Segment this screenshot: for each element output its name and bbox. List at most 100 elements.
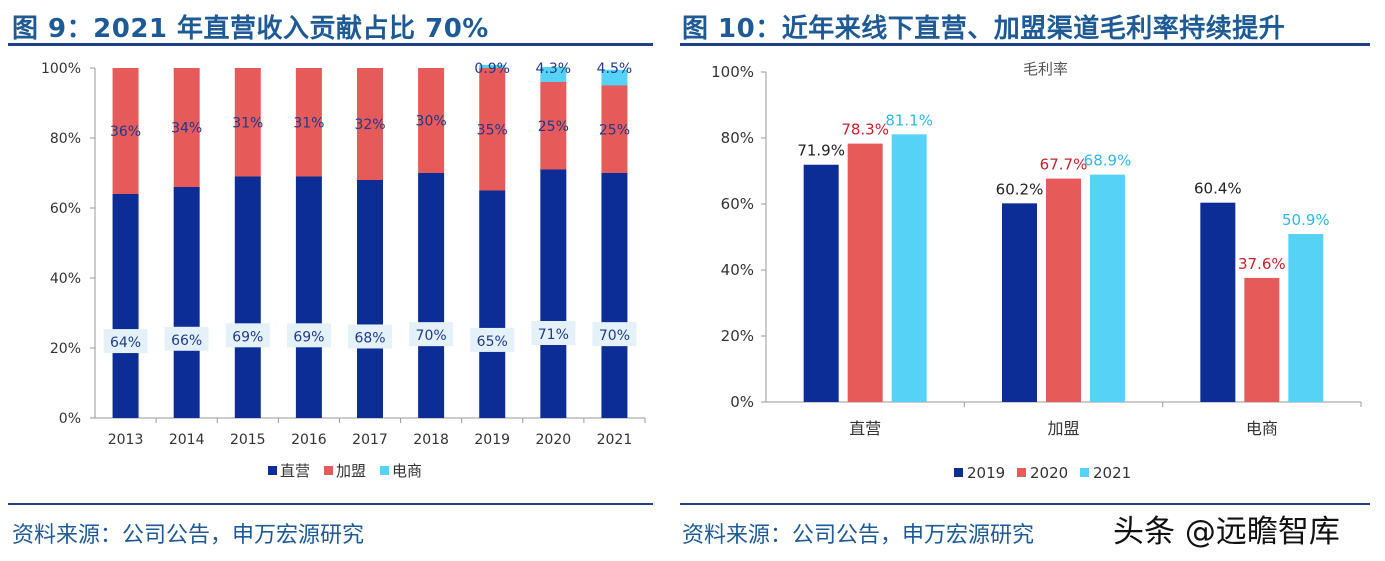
bar-2019-电商 xyxy=(1200,202,1236,402)
legend-label-2021: 2021 xyxy=(1093,464,1131,482)
bar-direct-2018 xyxy=(418,173,445,418)
bar-direct-2015 xyxy=(234,176,261,418)
legend-label-2020: 2020 xyxy=(1030,464,1068,482)
legend-swatch-1 xyxy=(324,466,333,475)
data-label-direct: 69% xyxy=(293,329,324,345)
y-tick-label: 60% xyxy=(50,201,81,217)
bar-ecommerce-2019 xyxy=(479,64,506,68)
data-label-franchise: 31% xyxy=(232,115,263,131)
data-label-bg xyxy=(103,329,148,354)
bar-direct-2020 xyxy=(540,169,567,418)
data-label-franchise: 25% xyxy=(599,122,630,138)
x-tick-label: 2021 xyxy=(597,432,633,448)
bar-franchise-2014 xyxy=(173,68,200,187)
bar-2020-电商 xyxy=(1244,277,1280,402)
data-label-direct: 70% xyxy=(599,328,630,344)
data-label-2019: 60.4% xyxy=(1194,180,1242,198)
watermark: 头条 @远瞻智库 xyxy=(1113,514,1340,550)
x-tick-label: 加盟 xyxy=(1047,419,1079,438)
right-figure-panel: 图 10：近年来线下直营、加盟渠道毛利率持续提升 毛利率 0% 20% 40% 60% 8… xyxy=(676,0,1385,561)
bar-direct-2017 xyxy=(357,180,383,418)
y-tick-label: 0% xyxy=(59,411,81,427)
data-label-2019: 60.2% xyxy=(996,180,1044,198)
data-label-ecommerce: 4.3% xyxy=(536,61,572,77)
y-tick-label: 40% xyxy=(721,261,754,279)
data-label-direct: 70% xyxy=(416,328,447,344)
data-label-2019: 71.9% xyxy=(797,142,845,160)
data-label-direct: 71% xyxy=(538,327,569,343)
bar-franchise-2015 xyxy=(234,68,261,177)
y-tick-label: 20% xyxy=(50,341,81,357)
data-label-direct: 66% xyxy=(171,333,202,349)
legend-label-1: 加盟 xyxy=(336,462,366,480)
bar-direct-2014 xyxy=(173,187,200,418)
y-tick-label: 40% xyxy=(50,271,81,287)
bar-2019-加盟 xyxy=(1002,203,1037,402)
data-label-ecommerce: 4.5% xyxy=(597,61,633,77)
bar-direct-2016 xyxy=(295,176,322,418)
right-source-note: 资料来源：公司公告，申万宏源研究 xyxy=(682,523,1035,548)
data-label-direct: 68% xyxy=(354,330,385,346)
x-tick-label: 2016 xyxy=(291,432,327,448)
bar-2021-电商 xyxy=(1288,234,1324,402)
bar-direct-2021 xyxy=(601,173,628,418)
bar-franchise-2019 xyxy=(479,68,506,191)
legend-label-2: 电商 xyxy=(392,462,422,480)
data-label-bg xyxy=(348,324,392,349)
y-tick-label: 80% xyxy=(50,131,81,147)
data-label-bg xyxy=(225,323,270,348)
data-label-bg xyxy=(592,322,637,347)
left-source-note: 资料来源：公司公告，申万宏源研究 xyxy=(12,523,365,548)
bar-franchise-2018 xyxy=(418,68,445,173)
left-title-rule xyxy=(8,43,653,46)
left-bottom-rule xyxy=(8,503,653,505)
data-label-2021: 68.9% xyxy=(1084,152,1132,170)
x-tick-label: 2018 xyxy=(413,432,449,448)
x-tick-label: 2015 xyxy=(230,432,266,448)
right-title-rule xyxy=(680,43,1370,46)
bar-franchise-2016 xyxy=(295,68,322,177)
stacked-bar-chart: 0% 20% 40% 60% 80% 100% 2013 64% 36% 2014 66% 34% 20… xyxy=(41,61,646,480)
right-figure-title: 图 10：近年来线下直营、加盟渠道毛利率持续提升 xyxy=(682,14,1286,44)
data-label-franchise: 32% xyxy=(354,117,385,133)
x-tick-label: 2014 xyxy=(169,432,205,448)
x-tick-label: 2019 xyxy=(474,432,510,448)
bar-2020-加盟 xyxy=(1046,178,1081,402)
data-label-direct: 69% xyxy=(232,329,263,345)
bar-direct-2019 xyxy=(479,190,506,418)
data-label-direct: 64% xyxy=(110,335,141,351)
x-tick-label: 2020 xyxy=(536,432,572,448)
data-label-franchise: 25% xyxy=(538,119,569,135)
y-tick-label: 80% xyxy=(721,129,754,147)
y-tick-label: 20% xyxy=(721,327,754,345)
left-figure-title: 图 9：2021 年直营收入贡献占比 70% xyxy=(12,14,489,44)
x-tick-label: 电商 xyxy=(1246,419,1278,438)
y-tick-label: 60% xyxy=(721,195,754,213)
data-label-2020: 37.6% xyxy=(1238,255,1286,273)
data-label-bg xyxy=(164,326,209,351)
legend-swatch-2020 xyxy=(1017,468,1026,477)
data-label-2021: 50.9% xyxy=(1282,211,1330,229)
bar-2019-直营 xyxy=(803,164,839,402)
data-label-bg xyxy=(286,323,331,348)
y-tick-label: 0% xyxy=(730,393,754,411)
data-label-bg xyxy=(409,322,454,347)
data-label-2020: 67.7% xyxy=(1040,156,1088,174)
bar-franchise-2017 xyxy=(357,68,383,180)
legend-swatch-2021 xyxy=(1080,468,1089,477)
bar-direct-2013 xyxy=(112,194,139,418)
data-label-direct: 65% xyxy=(477,334,508,350)
bar-2021-加盟 xyxy=(1090,174,1125,402)
x-tick-label: 直营 xyxy=(849,419,881,438)
bar-2021-直营 xyxy=(891,134,927,402)
data-label-2020: 78.3% xyxy=(841,121,889,139)
bar-franchise-2021 xyxy=(601,85,628,173)
bar-franchise-2013 xyxy=(112,68,139,194)
left-figure-panel: 图 9：2021 年直营收入贡献占比 70% 0% 20% 40% 60% 80% 100… xyxy=(0,0,660,561)
data-label-ecommerce: 0.9% xyxy=(474,61,510,77)
data-label-franchise: 31% xyxy=(293,115,324,131)
bar-franchise-2020 xyxy=(540,82,567,170)
legend-swatch-2 xyxy=(380,466,389,475)
legend-swatch-0 xyxy=(268,466,277,475)
x-tick-label: 2017 xyxy=(352,432,388,448)
